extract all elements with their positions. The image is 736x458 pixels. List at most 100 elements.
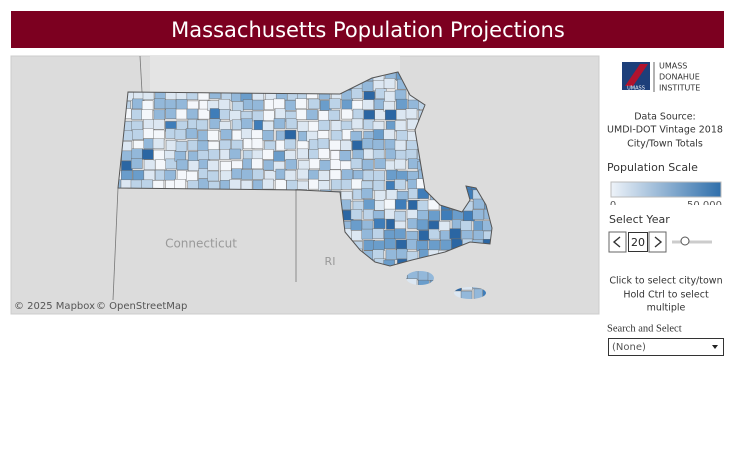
town[interactable] [362, 159, 374, 170]
town[interactable] [384, 208, 396, 220]
town[interactable] [186, 108, 199, 120]
town[interactable] [262, 130, 274, 141]
town[interactable] [351, 178, 363, 190]
town[interactable] [351, 230, 363, 241]
town[interactable] [252, 110, 264, 122]
town[interactable] [306, 109, 318, 120]
town[interactable] [165, 108, 177, 119]
town[interactable] [383, 129, 395, 140]
town[interactable] [386, 189, 398, 200]
town[interactable] [405, 108, 418, 119]
town[interactable] [273, 118, 286, 129]
town[interactable] [373, 129, 385, 140]
town[interactable] [220, 161, 232, 172]
town[interactable] [132, 170, 145, 181]
town[interactable] [384, 91, 396, 102]
town[interactable] [383, 100, 395, 112]
town[interactable] [329, 139, 341, 151]
town[interactable] [308, 169, 320, 181]
town[interactable] [417, 270, 430, 281]
town[interactable] [251, 138, 264, 149]
town[interactable] [229, 179, 241, 190]
town[interactable] [141, 100, 154, 111]
town[interactable] [219, 109, 231, 120]
town[interactable] [208, 149, 220, 160]
town[interactable] [341, 99, 354, 111]
town[interactable] [406, 239, 418, 250]
town[interactable] [297, 168, 309, 180]
town[interactable] [231, 139, 243, 151]
town[interactable] [207, 130, 219, 141]
town[interactable] [385, 148, 397, 160]
town[interactable] [240, 128, 253, 139]
town[interactable] [373, 218, 386, 229]
town[interactable] [274, 108, 287, 119]
town[interactable] [361, 81, 374, 92]
town[interactable] [396, 109, 408, 120]
town[interactable] [175, 141, 188, 152]
town[interactable] [308, 98, 320, 110]
town[interactable] [384, 109, 397, 121]
town[interactable] [341, 108, 353, 120]
town[interactable] [252, 169, 264, 180]
town[interactable] [132, 98, 144, 110]
town[interactable] [164, 169, 176, 181]
town[interactable] [174, 129, 187, 140]
town[interactable] [229, 110, 241, 121]
town[interactable] [318, 170, 330, 181]
town[interactable] [175, 108, 188, 120]
town[interactable] [372, 180, 385, 191]
town[interactable] [318, 148, 330, 159]
town[interactable] [427, 199, 440, 211]
town[interactable] [361, 138, 374, 149]
town[interactable] [372, 249, 384, 260]
town[interactable] [285, 118, 298, 129]
town[interactable] [241, 118, 253, 129]
town[interactable] [329, 159, 342, 170]
town[interactable] [153, 119, 165, 130]
town[interactable] [394, 228, 406, 239]
town[interactable] [482, 220, 494, 231]
town[interactable] [252, 99, 264, 111]
town[interactable] [207, 170, 219, 182]
town[interactable] [440, 239, 452, 251]
town[interactable] [187, 151, 200, 162]
town[interactable] [187, 139, 200, 151]
town[interactable] [141, 149, 154, 160]
town[interactable] [284, 138, 296, 150]
next-year[interactable] [648, 231, 667, 253]
town[interactable] [154, 98, 166, 109]
town[interactable] [384, 139, 397, 150]
town[interactable] [394, 120, 407, 131]
town[interactable] [252, 179, 265, 191]
town[interactable] [153, 149, 165, 161]
town[interactable] [373, 170, 385, 182]
town[interactable] [297, 148, 309, 160]
town[interactable] [251, 158, 263, 170]
town[interactable] [120, 170, 133, 181]
town[interactable] [330, 130, 343, 141]
town[interactable] [308, 178, 320, 190]
town[interactable] [472, 209, 484, 220]
town[interactable] [339, 150, 352, 161]
town[interactable] [143, 119, 155, 130]
town[interactable] [396, 248, 408, 260]
town[interactable] [418, 230, 430, 241]
town[interactable] [396, 98, 408, 110]
town[interactable] [209, 118, 222, 129]
town[interactable] [361, 188, 373, 199]
town[interactable] [374, 158, 386, 169]
town[interactable] [318, 180, 330, 191]
town[interactable] [394, 139, 407, 151]
town[interactable] [229, 148, 241, 160]
search-dropdown[interactable] [608, 338, 724, 356]
town[interactable] [394, 179, 406, 190]
prev-year[interactable] [608, 231, 627, 253]
town[interactable] [362, 99, 374, 110]
town[interactable] [373, 240, 385, 251]
town[interactable] [176, 159, 189, 171]
town[interactable] [284, 100, 297, 111]
town[interactable] [141, 109, 153, 120]
town[interactable] [318, 110, 330, 121]
town[interactable] [350, 130, 362, 142]
